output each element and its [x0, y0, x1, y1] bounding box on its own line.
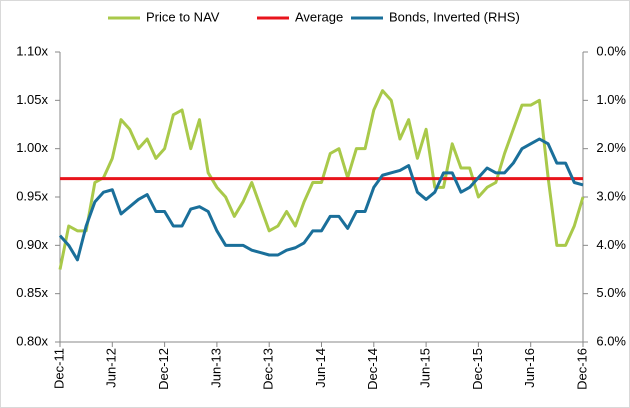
x-tick-label: Jun-14: [313, 348, 328, 388]
y2-tick-label: 6.0%: [596, 333, 626, 348]
legend-label: Average: [295, 9, 343, 24]
x-tick-label: Dec-14: [365, 348, 380, 390]
x-tick-label: Jun-16: [522, 348, 537, 388]
y-tick-label: 1.05x: [16, 92, 48, 107]
x-tick-label: Jun-13: [208, 348, 223, 388]
x-tick-label: Jun-15: [418, 348, 433, 388]
y2-tick-label: 2.0%: [596, 140, 626, 155]
y-tick-label: 1.00x: [16, 140, 48, 155]
series-line: [58, 89, 585, 270]
y2-tick-label: 5.0%: [596, 285, 626, 300]
y2-tick-label: 1.0%: [596, 92, 626, 107]
series-line: [58, 137, 584, 262]
legend-label: Bonds, Inverted (RHS): [389, 9, 520, 24]
x-tick-label: Dec-12: [156, 348, 171, 390]
y2-tick-label: 3.0%: [596, 188, 626, 203]
y-tick-label: 0.90x: [16, 237, 48, 252]
x-tick-label: Dec-15: [470, 348, 485, 390]
x-tick-label: Jun-12: [104, 348, 119, 388]
x-tick-label: Dec-16: [574, 348, 589, 390]
y-tick-label: 0.95x: [16, 188, 48, 203]
y-tick-label: 0.85x: [16, 285, 48, 300]
y-tick-label: 1.10x: [16, 43, 48, 58]
x-tick-label: Dec-11: [51, 348, 66, 389]
y2-tick-label: 0.0%: [596, 43, 626, 58]
y2-tick-label: 4.0%: [596, 237, 626, 252]
y-tick-label: 0.80x: [16, 333, 48, 348]
legend-label: Price to NAV: [146, 9, 220, 24]
x-tick-label: Dec-13: [261, 348, 276, 390]
